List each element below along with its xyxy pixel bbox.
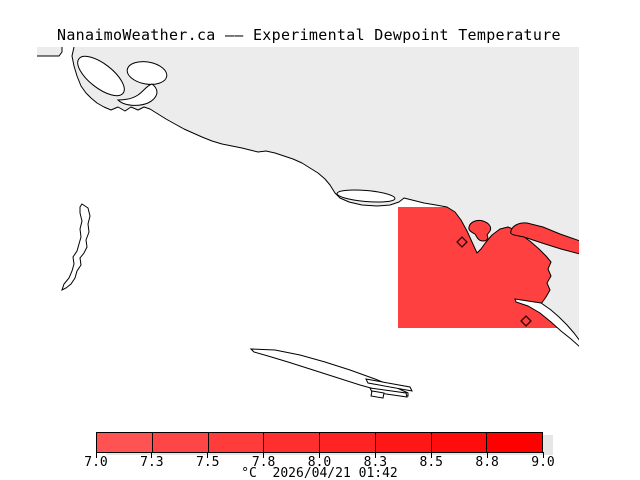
- spindle-island-prong-upper: [365, 378, 413, 392]
- coastline-topleft: [37, 47, 63, 57]
- colorbar-segment-6: [431, 433, 488, 452]
- lagoon: [336, 189, 396, 203]
- hook-channel: [116, 83, 158, 106]
- colorbar-segment-5: [375, 433, 432, 452]
- colorbar-segment-2: [208, 433, 265, 452]
- station-markers: [456, 236, 532, 327]
- mainland-coastline: [71, 47, 579, 341]
- land-block-topleft: [37, 47, 62, 56]
- colorbar: [96, 432, 543, 453]
- colorbar-segment-0: [97, 433, 153, 452]
- colorbar-segment-1: [152, 433, 209, 452]
- bay-oval: [126, 61, 168, 85]
- colorbar-segment-3: [264, 433, 320, 452]
- colorbar-segment-7: [487, 433, 542, 452]
- red-elongated-island: [510, 222, 579, 255]
- colorbar-caption: °C 2026/04/21 01:42: [241, 466, 398, 480]
- red-islet: [468, 219, 492, 242]
- page-title: NanaimoWeather.ca —— Experimental Dewpoi…: [57, 26, 561, 44]
- colorbar-segment-4: [320, 433, 376, 452]
- sliver-island: [61, 203, 91, 291]
- channel-cut: [514, 298, 579, 347]
- spindle-island-blob: [370, 390, 385, 399]
- station-2-diamond-marker: [520, 315, 532, 327]
- spindle-island: [249, 348, 409, 397]
- spindle-island-prong-lower: [369, 387, 408, 398]
- inlet-oval: [77, 55, 125, 97]
- mainland-land: [72, 47, 579, 340]
- station-1-diamond-marker: [456, 236, 468, 248]
